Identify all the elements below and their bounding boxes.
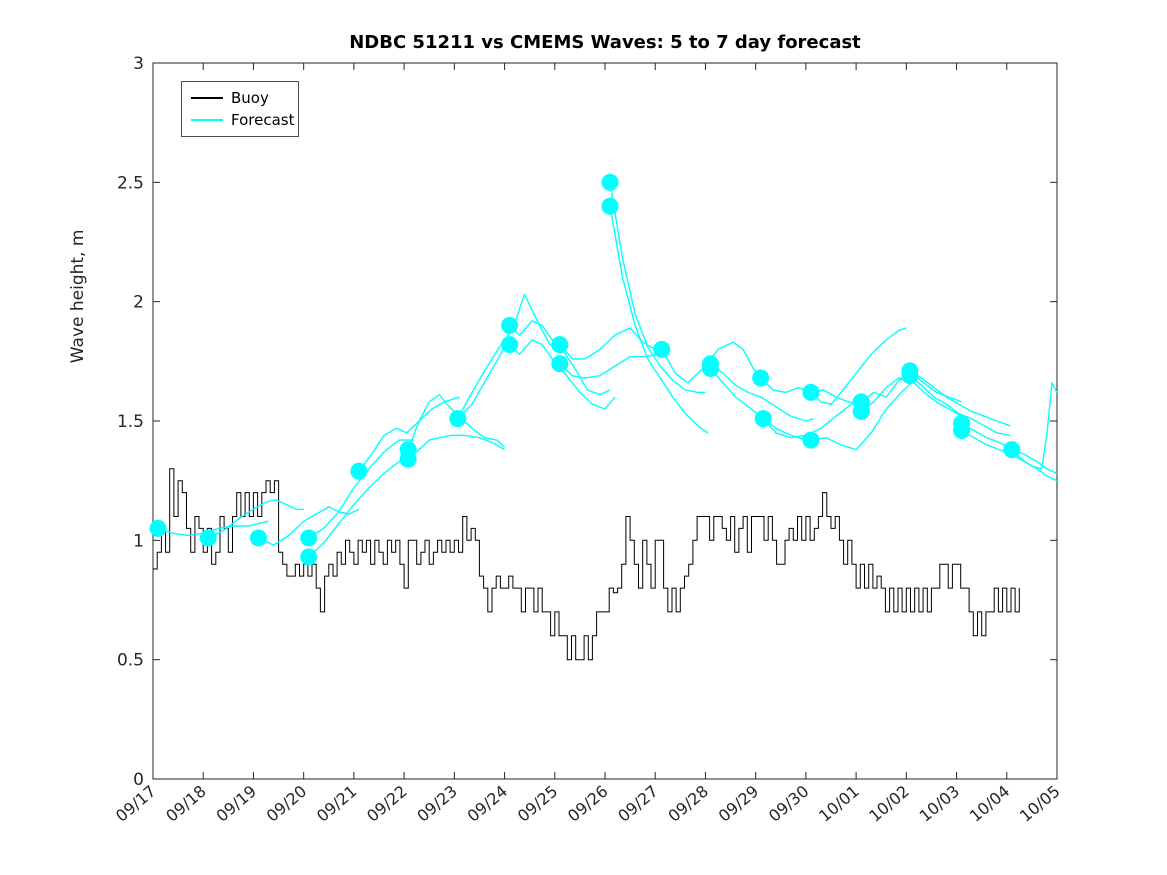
forecast-start-marker[interactable] [551, 336, 569, 354]
y-tick-label: 0.5 [117, 651, 144, 671]
forecast-start-marker[interactable] [199, 529, 217, 547]
x-tick-label: 09/23 [413, 782, 461, 826]
forecast-start-marker[interactable] [601, 197, 619, 215]
forecast-start-marker[interactable] [852, 402, 870, 420]
forecast-start-marker[interactable] [300, 548, 318, 566]
forecast-run-line[interactable] [1011, 382, 1058, 470]
buoy-line-swatch [191, 96, 223, 99]
forecast-run-line[interactable] [157, 520, 269, 537]
legend[interactable]: Buoy Forecast [181, 81, 299, 137]
x-tick-label: 10/05 [1016, 782, 1064, 826]
forecast-run-line[interactable] [407, 434, 505, 460]
forecast-run-line[interactable] [609, 182, 706, 394]
legend-item-forecast: Forecast [182, 111, 298, 129]
y-tick-label: 1.5 [117, 412, 144, 432]
forecast-run-line[interactable] [308, 456, 415, 558]
forecast-run-line[interactable] [909, 370, 1011, 427]
y-tick-label: 0 [133, 770, 144, 790]
x-tick-label: 09/28 [664, 782, 712, 826]
y-tick-label: 3 [133, 54, 144, 74]
y-tick-label: 1 [133, 531, 144, 551]
x-tick-label: 09/22 [363, 782, 411, 826]
legend-item-buoy: Buoy [182, 89, 298, 107]
forecast-run-line[interactable] [909, 375, 1011, 436]
forecast-line-swatch [191, 119, 223, 122]
x-tick-label: 09/21 [313, 782, 361, 826]
forecast-start-marker[interactable] [501, 336, 519, 354]
forecast-run-line[interactable] [810, 382, 912, 451]
x-tick-label: 09/25 [514, 782, 562, 826]
forecast-start-marker[interactable] [802, 383, 820, 401]
forecast-start-marker[interactable] [802, 431, 820, 449]
forecast-run-line[interactable] [258, 506, 360, 546]
forecast-start-marker[interactable] [901, 367, 919, 385]
forecast-start-marker[interactable] [752, 369, 770, 387]
forecast-start-marker[interactable] [601, 173, 619, 191]
forecast-run-line[interactable] [358, 396, 460, 472]
forecast-run-line[interactable] [207, 499, 304, 539]
forecast-run-line[interactable] [661, 341, 763, 384]
forecast-start-marker[interactable] [701, 359, 719, 377]
forecast-start-marker[interactable] [449, 410, 467, 428]
forecast-start-marker[interactable] [300, 529, 318, 547]
axes-box [152, 62, 1058, 780]
legend-label-buoy: Buoy [231, 88, 269, 107]
x-tick-label: 09/26 [564, 782, 612, 826]
forecast-start-marker[interactable] [501, 317, 519, 335]
chart-title: NDBC 51211 vs CMEMS Waves: 5 to 7 day fo… [349, 32, 861, 53]
x-tick-label: 09/27 [614, 782, 662, 826]
y-tick-label: 2 [133, 293, 144, 313]
legend-label-forecast: Forecast [231, 111, 295, 130]
x-tick-label: 10/01 [815, 782, 863, 826]
x-tick-label: 09/30 [765, 782, 813, 826]
forecast-run-line[interactable] [559, 353, 661, 379]
forecast-start-marker[interactable] [1003, 441, 1021, 459]
forecast-run-line[interactable] [810, 327, 907, 405]
x-tick-label: 09/20 [263, 782, 311, 826]
forecast-start-marker[interactable] [249, 529, 267, 547]
forecast-run-line[interactable] [457, 293, 561, 419]
x-tick-label: 10/03 [916, 782, 964, 826]
forecast-run-line[interactable] [609, 206, 709, 434]
y-tick-label: 2.5 [117, 173, 144, 193]
forecast-run-line[interactable] [559, 327, 662, 360]
x-tick-label: 09/29 [715, 782, 763, 826]
forecast-start-marker[interactable] [551, 355, 569, 373]
forecast-run-line[interactable] [762, 396, 864, 439]
x-tick-label: 09/19 [212, 782, 260, 826]
forecast-start-marker[interactable] [149, 519, 167, 537]
buoy-series-line[interactable] [153, 468, 1020, 661]
x-tick-label: 10/02 [865, 782, 913, 826]
forecast-start-marker[interactable] [399, 450, 417, 468]
forecast-start-marker[interactable] [953, 422, 971, 440]
forecast-start-marker[interactable] [754, 410, 772, 428]
forecast-run-line[interactable] [710, 363, 814, 422]
forecast-start-marker[interactable] [653, 340, 671, 358]
forecast-run-line[interactable] [308, 439, 415, 539]
x-tick-label: 09/24 [464, 782, 512, 826]
x-tick-label: 09/18 [162, 782, 210, 826]
forecast-start-marker[interactable] [350, 462, 368, 480]
x-tick-label: 10/04 [966, 782, 1014, 826]
